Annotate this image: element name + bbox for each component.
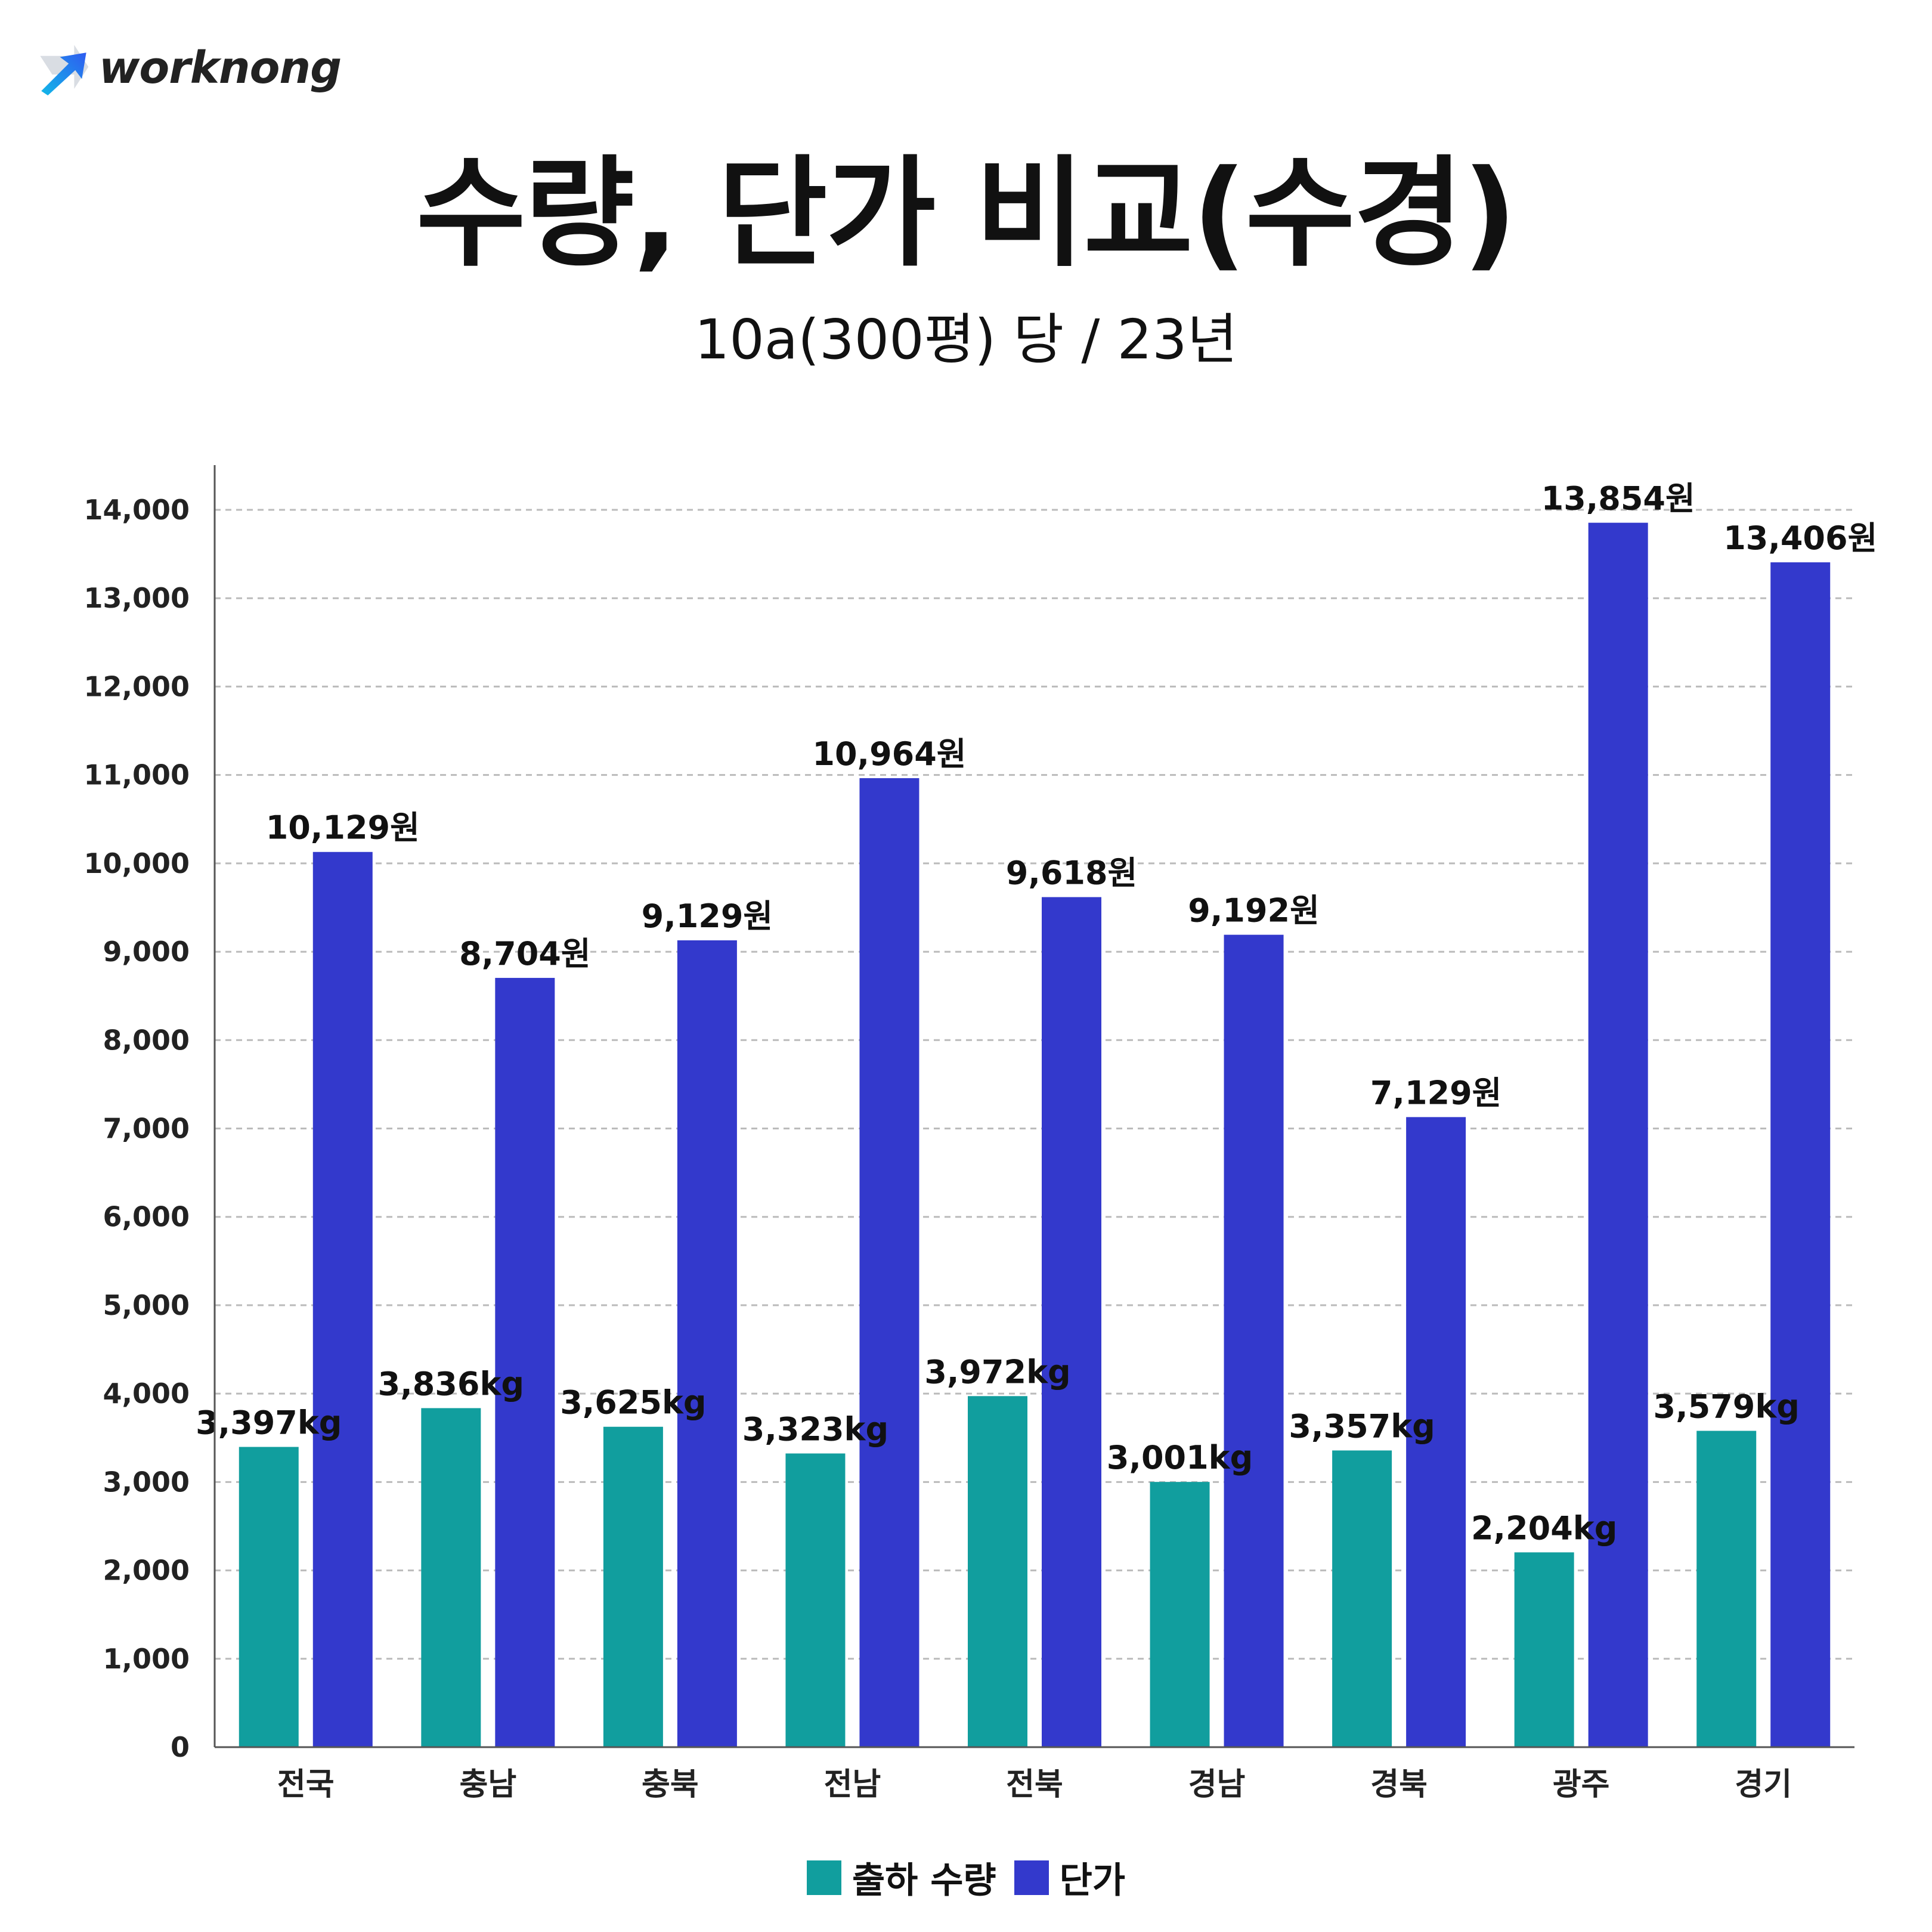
- y-tick-label: 10,000: [83, 847, 190, 880]
- page-subtitle: 10a(300평) 당 / 23년: [694, 308, 1238, 371]
- arrow-up-right-icon: [40, 45, 89, 95]
- data-label-price: 10,964원: [812, 735, 966, 773]
- brand-name: worknong: [99, 42, 342, 94]
- data-label-price: 9,618원: [1006, 854, 1138, 891]
- data-label-quantity: 3,397kg: [196, 1404, 342, 1442]
- y-tick-label: 13,000: [83, 582, 190, 614]
- data-label-price: 13,406원: [1723, 519, 1877, 557]
- bar-price: [1770, 562, 1831, 1747]
- bar-quantity: [239, 1447, 299, 1747]
- brand-logo: worknong: [36, 39, 342, 97]
- y-axis-ticks: 0 1,000 2,000 3,000 4,000 5,000 6,000 7,000 8,00…: [83, 494, 190, 1763]
- page-title: 수량, 단가 비교(수경): [416, 144, 1517, 283]
- x-category-label: 전국: [277, 1767, 335, 1803]
- data-label-quantity: 3,625kg: [560, 1384, 706, 1422]
- bar-price: [312, 852, 373, 1747]
- bars: [239, 522, 1831, 1748]
- data-label-price: 13,854원: [1541, 480, 1695, 518]
- x-category-label: 경남: [1188, 1767, 1246, 1803]
- bar-quantity: [421, 1408, 481, 1747]
- y-tick-label: 2,000: [103, 1555, 190, 1587]
- bar-price: [1042, 897, 1101, 1747]
- y-tick-label: 7,000: [103, 1113, 190, 1145]
- legend-label-quantity: 출하 수량: [852, 1860, 996, 1902]
- y-tick-label: 4,000: [103, 1377, 190, 1410]
- bar-price: [677, 940, 737, 1747]
- x-axis-categories: 전국 충남 충북 전남 전북 경남 경북 광주 경기: [277, 1767, 1792, 1803]
- bar-quantity: [1332, 1450, 1392, 1747]
- data-label-price: 7,129원: [1370, 1074, 1502, 1111]
- y-tick-label: 9,000: [103, 936, 190, 968]
- data-label-price: 8,704원: [459, 935, 591, 973]
- y-tick-label: 12,000: [83, 670, 190, 702]
- bar-quantity: [603, 1426, 663, 1747]
- bar-price: [1224, 934, 1284, 1747]
- data-label-quantity: 3,836kg: [378, 1365, 524, 1402]
- chart-legend: 출하 수량 단가: [0, 1852, 1932, 1903]
- legend-label-price: 단가: [1059, 1860, 1126, 1902]
- y-tick-label: 6,000: [103, 1201, 190, 1233]
- x-category-label: 경북: [1370, 1767, 1428, 1803]
- legend-swatch-price: [1014, 1860, 1049, 1895]
- data-label-quantity: 3,357kg: [1289, 1407, 1435, 1445]
- y-tick-label: 11,000: [83, 759, 190, 791]
- data-label-quantity: 3,001kg: [1107, 1439, 1253, 1476]
- x-category-label: 충남: [459, 1767, 516, 1803]
- data-label-price: 10,129원: [266, 809, 420, 847]
- axes: [213, 465, 1854, 1748]
- bar-quantity: [1696, 1431, 1757, 1747]
- bar-price: [495, 977, 555, 1747]
- data-label-quantity: 3,323kg: [742, 1410, 888, 1448]
- bar-price: [859, 778, 919, 1747]
- data-label-quantity: 2,204kg: [1471, 1509, 1617, 1547]
- legend-item-price: 단가: [1014, 1852, 1125, 1903]
- y-tick-label: 3,000: [103, 1466, 190, 1498]
- y-tick-label: 1,000: [103, 1643, 190, 1675]
- data-label-quantity: 3,972kg: [924, 1353, 1070, 1391]
- x-category-label: 충북: [642, 1767, 699, 1803]
- y-tick-label: 14,000: [83, 494, 190, 526]
- x-category-label: 전남: [824, 1767, 881, 1803]
- data-label-quantity: 3,579kg: [1654, 1388, 1800, 1426]
- data-label-price: 9,192원: [1188, 892, 1320, 930]
- y-tick-label: 0: [171, 1731, 190, 1763]
- bar-quantity: [1514, 1552, 1574, 1747]
- y-tick-label: 8,000: [103, 1024, 190, 1056]
- x-category-label: 경기: [1735, 1767, 1792, 1803]
- bar-quantity: [785, 1453, 846, 1747]
- y-tick-label: 5,000: [103, 1289, 190, 1321]
- data-labels: 3,397kg 10,129원 3,836kg 8,704원 3,625kg 9,129원…: [196, 480, 1877, 1547]
- grid-lines: [215, 509, 1854, 1660]
- legend-item-quantity: 출하 수량: [806, 1852, 996, 1903]
- bar-quantity: [968, 1396, 1027, 1747]
- x-category-label: 광주: [1553, 1767, 1610, 1803]
- data-label-price: 9,129원: [642, 897, 773, 935]
- legend-swatch-quantity: [806, 1860, 841, 1895]
- x-category-label: 전북: [1006, 1767, 1063, 1803]
- bar-price: [1406, 1117, 1466, 1747]
- bar-quantity: [1150, 1482, 1210, 1747]
- bar-price: [1588, 522, 1648, 1748]
